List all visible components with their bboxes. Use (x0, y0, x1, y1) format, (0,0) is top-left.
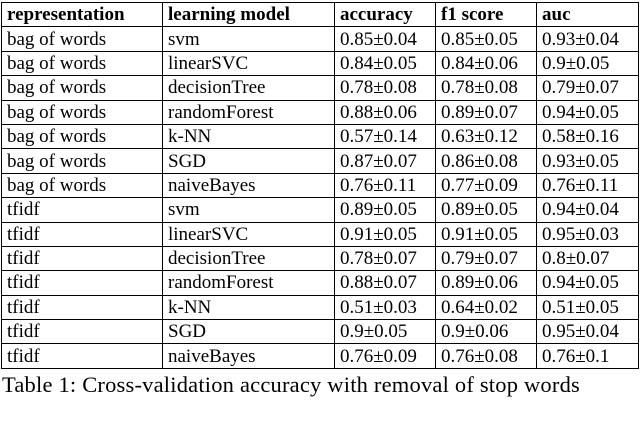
table-cell: 0.9±0.05 (536, 50, 639, 77)
table-cell: tfidf (1, 270, 163, 296)
table-row: bag of words naiveBayes 0.76±0.11 0.77±0.09… (1, 172, 639, 199)
table-cell: k-NN (162, 294, 335, 321)
table-caption: Table 1: Cross-validation accuracy with … (2, 371, 580, 397)
table-cell: randomForest (162, 99, 335, 125)
table-row: bag of words svm 0.85±0.04 0.85±0.05 0.93±0.… (1, 26, 639, 52)
table-cell: 0.95±0.04 (536, 319, 639, 345)
results-table: representation learning model accuracy f1 s… (1, 1, 639, 369)
table-row: bag of words decisionTree 0.78±0.08 0.78±0.… (1, 75, 639, 101)
table-cell: bag of words (1, 75, 163, 101)
table-cell: 0.89±0.05 (435, 197, 537, 223)
table-cell: SGD (162, 319, 335, 345)
table-cell: tfidf (1, 343, 163, 369)
table-cell: bag of words (1, 26, 163, 52)
table-cell: bag of words (1, 50, 163, 77)
table-row: bag of words linearSVC 0.84±0.05 0.84±0.06 0… (1, 50, 639, 77)
table-cell: 0.9±0.06 (435, 319, 537, 345)
table-cell: tfidf (1, 294, 163, 321)
table-cell: 0.58±0.16 (536, 123, 639, 150)
table-cell: 0.78±0.08 (334, 75, 436, 101)
table-row: tfidf linearSVC 0.91±0.05 0.91±0.05 0.95±0.0… (1, 221, 639, 247)
table-cell: decisionTree (162, 245, 335, 272)
table-cell: 0.89±0.05 (334, 197, 436, 223)
table-cell: 0.87±0.07 (334, 148, 436, 174)
table-cell: 0.76±0.1 (536, 343, 639, 369)
table-cell: 0.88±0.06 (334, 99, 436, 125)
table-cell: svm (162, 26, 335, 52)
table-cell: 0.88±0.07 (334, 270, 436, 296)
table-cell: 0.63±0.12 (435, 123, 537, 150)
table-cell: 0.94±0.05 (536, 99, 639, 125)
table-cell: 0.78±0.07 (334, 245, 436, 272)
table-cell: 0.95±0.03 (536, 221, 639, 247)
table-cell: tfidf (1, 221, 163, 247)
table-cell: 0.91±0.05 (435, 221, 537, 247)
table-cell: 0.9±0.05 (334, 319, 436, 345)
table-cell: 0.91±0.05 (334, 221, 436, 247)
table-row: tfidf k-NN 0.51±0.03 0.64±0.02 0.51±0.05 (1, 294, 639, 321)
table-cell: tfidf (1, 197, 163, 223)
table-cell: 0.85±0.04 (334, 26, 436, 52)
table-cell: k-NN (162, 123, 335, 150)
table-cell: 0.57±0.14 (334, 123, 436, 150)
table-cell: 0.94±0.05 (536, 270, 639, 296)
table-cell: linearSVC (162, 221, 335, 247)
table-cell: linearSVC (162, 50, 335, 77)
table-cell: 0.76±0.08 (435, 343, 537, 369)
table-cell: randomForest (162, 270, 335, 296)
table-row: tfidf randomForest 0.88±0.07 0.89±0.06 0.94±… (1, 270, 639, 296)
table-cell: 0.93±0.05 (536, 148, 639, 174)
table-cell: 0.79±0.07 (435, 245, 537, 272)
table-cell: 0.84±0.06 (435, 50, 537, 77)
table-cell: tfidf (1, 245, 163, 272)
table-row: tfidf SGD 0.9±0.05 0.9±0.06 0.95±0.04 (1, 319, 639, 345)
table-cell: 0.84±0.05 (334, 50, 436, 77)
table-cell: 0.78±0.08 (435, 75, 537, 101)
table-cell: decisionTree (162, 75, 335, 101)
table-body: bag of words svm 0.85±0.04 0.85±0.05 0.93±0.… (1, 26, 639, 369)
table-cell: 0.86±0.08 (435, 148, 537, 174)
table-row: tfidf svm 0.89±0.05 0.89±0.05 0.94±0.04 (1, 197, 639, 223)
table-cell: 0.77±0.09 (435, 172, 537, 199)
table-cell: 0.94±0.04 (536, 197, 639, 223)
column-header-f1-score: f1 score (435, 1, 537, 28)
table-header-row: representation learning model accuracy f1 s… (1, 1, 639, 28)
column-header-auc: auc (536, 1, 639, 28)
table-cell: 0.89±0.07 (435, 99, 537, 125)
table-cell: bag of words (1, 172, 163, 199)
table-cell: bag of words (1, 123, 163, 150)
table-cell: bag of words (1, 148, 163, 174)
column-header-learning-model: learning model (162, 1, 335, 28)
table-cell: 0.76±0.11 (536, 172, 639, 199)
table-cell: SGD (162, 148, 335, 174)
table-cell: naiveBayes (162, 343, 335, 369)
column-header-representation: representation (1, 1, 163, 28)
table-row: tfidf naiveBayes 0.76±0.09 0.76±0.08 0.76±0.… (1, 343, 639, 369)
table-cell: bag of words (1, 99, 163, 125)
table-row: bag of words k-NN 0.57±0.14 0.63±0.12 0.58±0… (1, 123, 639, 150)
table-row: tfidf decisionTree 0.78±0.07 0.79±0.07 0.8±0… (1, 245, 639, 272)
table-cell: 0.93±0.04 (536, 26, 639, 52)
table-cell: 0.51±0.05 (536, 294, 639, 321)
table-cell: 0.89±0.06 (435, 270, 537, 296)
table-cell: svm (162, 197, 335, 223)
column-header-accuracy: accuracy (334, 1, 436, 28)
table-cell: 0.76±0.09 (334, 343, 436, 369)
table-cell: 0.79±0.07 (536, 75, 639, 101)
table-cell: tfidf (1, 319, 163, 345)
table-row: bag of words randomForest 0.88±0.06 0.89±0.… (1, 99, 639, 125)
table-cell: 0.8±0.07 (536, 245, 639, 272)
table-cell: 0.64±0.02 (435, 294, 537, 321)
table-cell: naiveBayes (162, 172, 335, 199)
table-row: bag of words SGD 0.87±0.07 0.86±0.08 0.93±0.… (1, 148, 639, 174)
table-cell: 0.51±0.03 (334, 294, 436, 321)
table-cell: 0.76±0.11 (334, 172, 436, 199)
table-cell: 0.85±0.05 (435, 26, 537, 52)
